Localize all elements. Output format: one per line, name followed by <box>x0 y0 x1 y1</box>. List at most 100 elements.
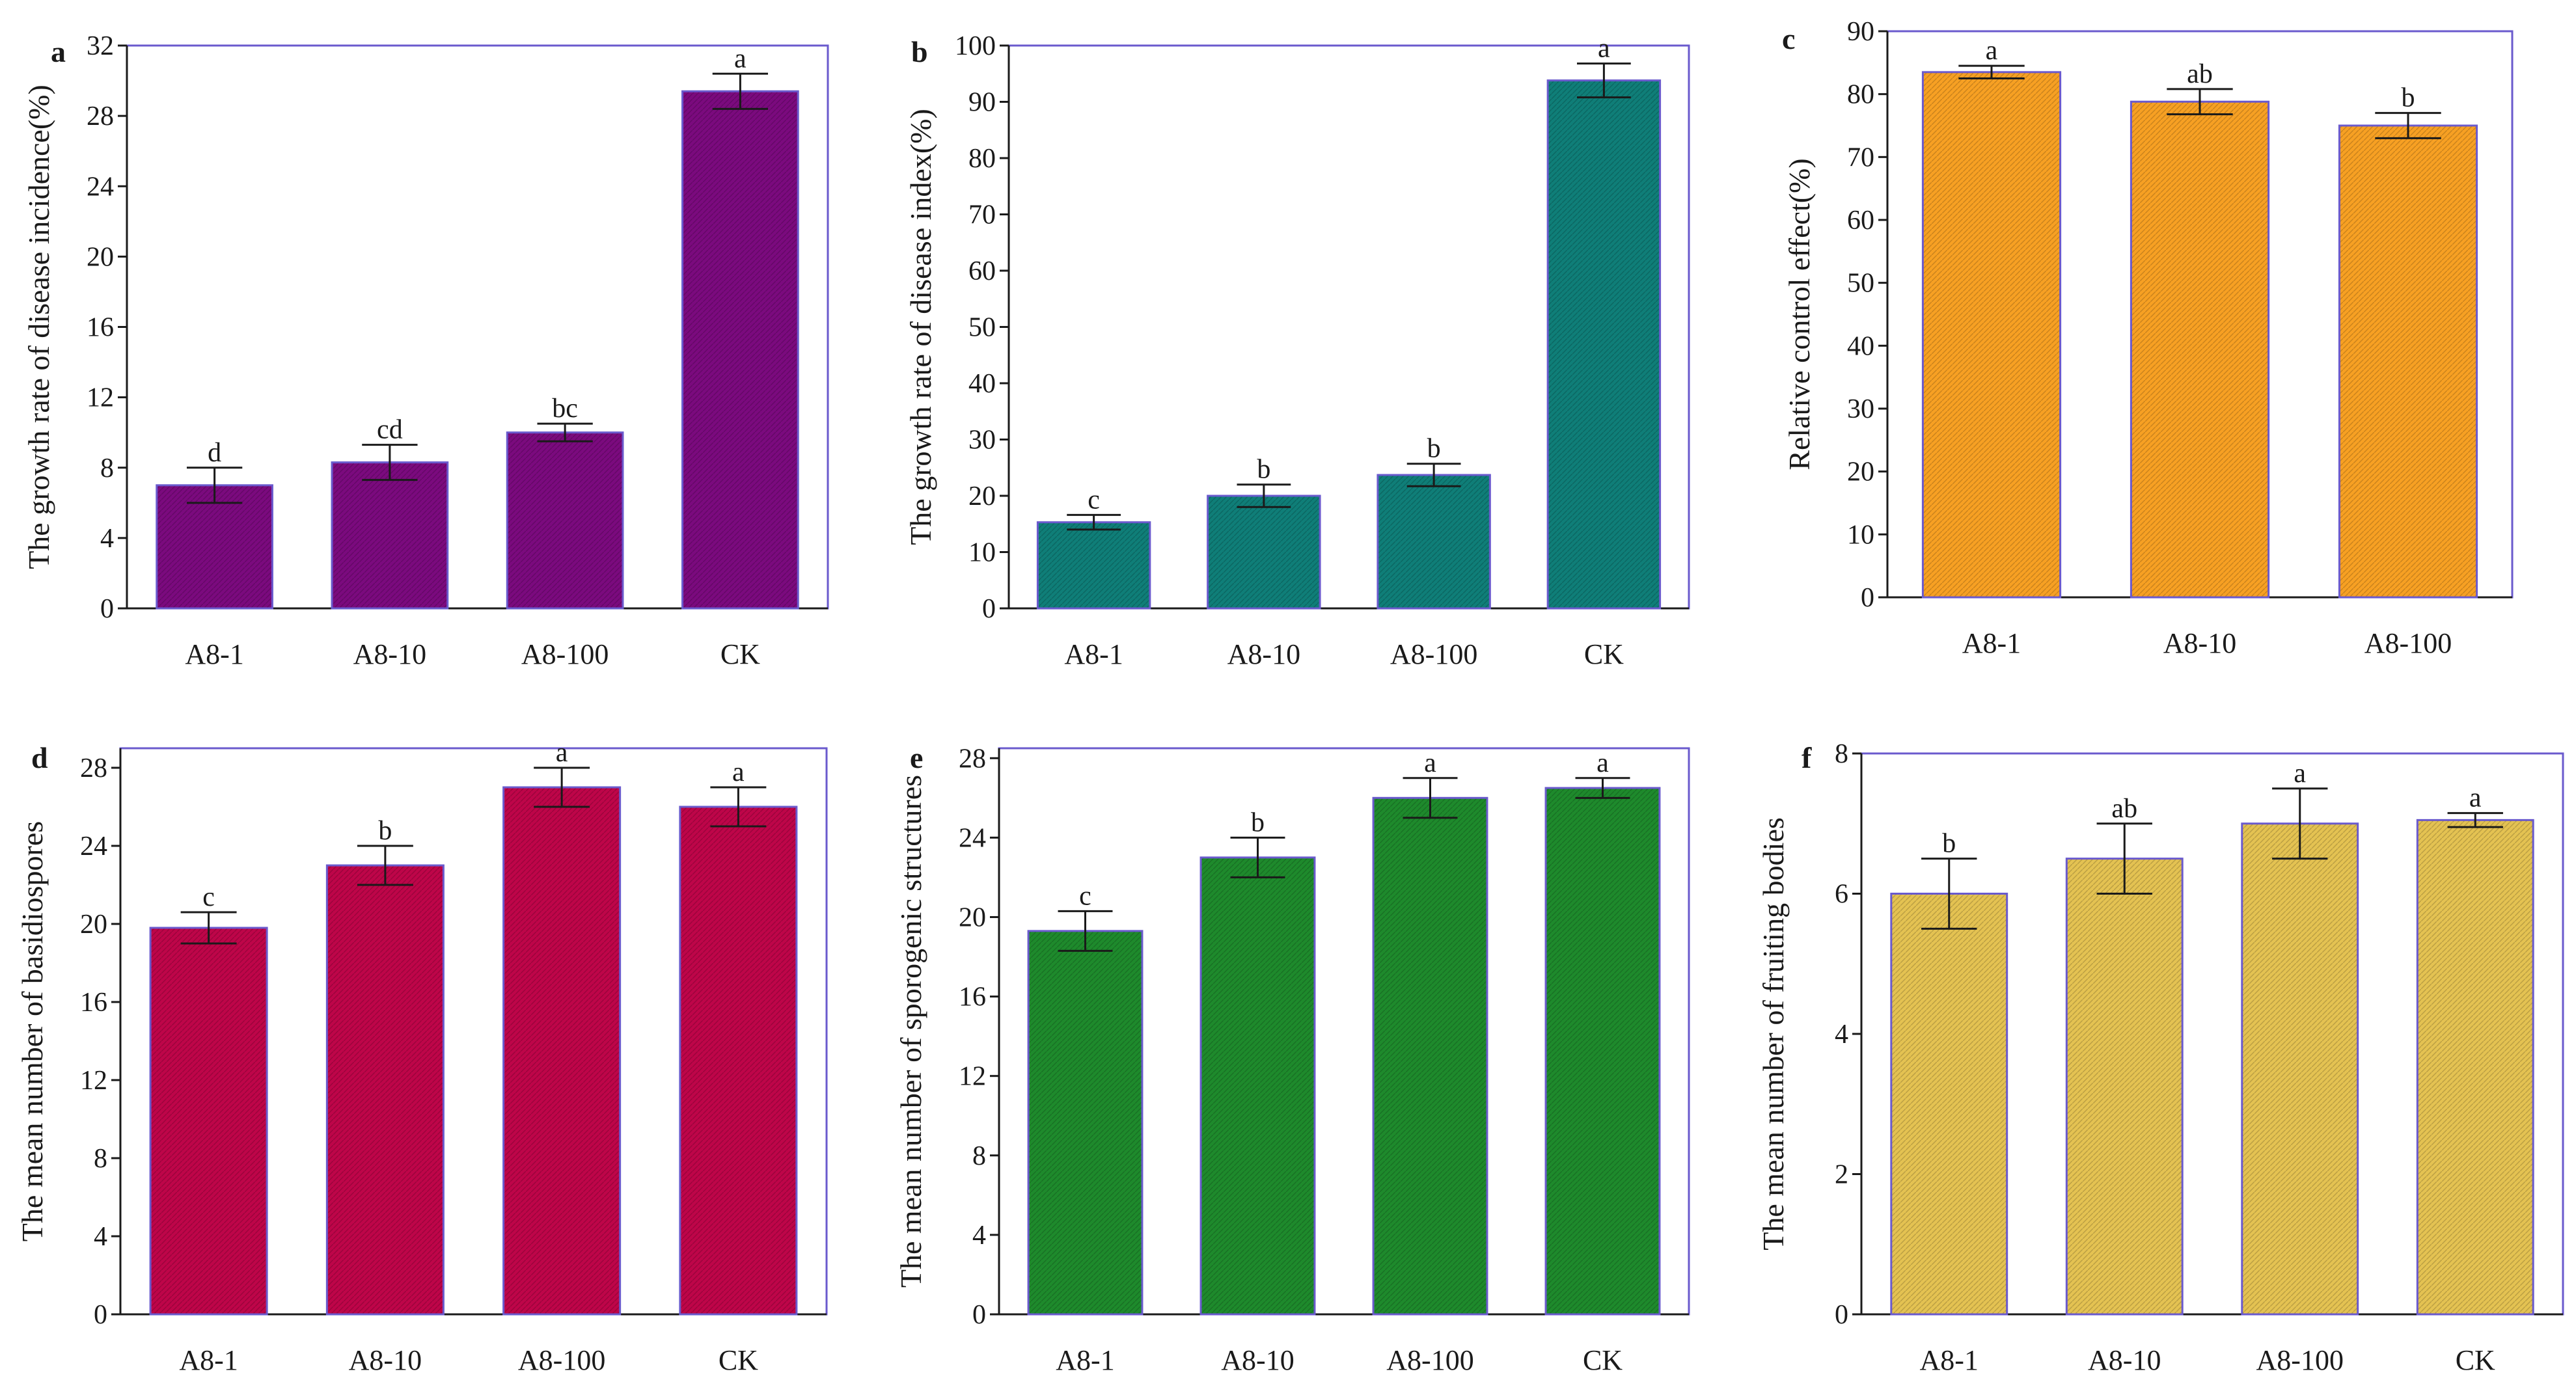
x-tick-label-f-A8-10: A8-10 <box>2088 1344 2161 1376</box>
bar-e-A8-100 <box>1372 796 1488 1316</box>
x-tick-label-a-A8-100: A8-100 <box>521 638 609 670</box>
y-tick-label-b: 20 <box>968 481 996 511</box>
y-tick-label-c: 30 <box>1847 394 1874 424</box>
y-tick-label-a: 24 <box>87 172 114 202</box>
y-tick-label-c: 40 <box>1847 331 1874 361</box>
x-tick-label-d-A8-1: A8-1 <box>179 1344 238 1376</box>
bar-f-A8-10 <box>2065 858 2184 1316</box>
y-tick-label-b: 60 <box>968 256 996 286</box>
significance-label-d-A8-100: a <box>556 738 568 768</box>
panel-letter-d: d <box>31 741 48 774</box>
y-tick-label-c: 10 <box>1847 520 1874 550</box>
y-tick-label-a: 4 <box>100 524 114 554</box>
x-tick-label-c-A8-10: A8-10 <box>2163 627 2236 659</box>
x-tick-label-b-A8-100: A8-100 <box>1390 638 1477 670</box>
y-tick-label-a: 32 <box>87 31 114 61</box>
bar-b-A8-1 <box>1036 521 1151 610</box>
y-tick-label-b: 30 <box>968 426 996 455</box>
y-tick-label-b: 90 <box>968 88 996 118</box>
x-tick-label-d-CK: CK <box>719 1344 758 1376</box>
x-tick-label-f-CK: CK <box>2456 1344 2495 1376</box>
significance-label-d-A8-10: b <box>378 816 392 846</box>
y-tick-label-d: 28 <box>80 753 107 783</box>
x-tick-label-b-CK: CK <box>1584 638 1624 670</box>
bar-d-A8-10 <box>325 864 445 1316</box>
bar-f-A8-100 <box>2241 822 2359 1316</box>
bar-e-A8-10 <box>1199 856 1316 1316</box>
significance-label-d-CK: a <box>732 757 745 787</box>
significance-label-e-CK: a <box>1596 748 1609 778</box>
significance-label-f-A8-1: b <box>1942 829 1956 859</box>
y-tick-label-b: 100 <box>955 31 996 61</box>
y-tick-label-b: 70 <box>968 200 996 230</box>
significance-label-f-CK: a <box>2469 783 2482 813</box>
y-tick-label-e: 20 <box>959 902 986 932</box>
panel-letter-e: e <box>910 741 923 774</box>
bar-d-CK <box>679 806 798 1316</box>
y-tick-label-e: 4 <box>972 1221 986 1251</box>
significance-label-c-A8-100: b <box>2402 83 2415 113</box>
chart-panel-a: 0 4 8 12 16 20 24 28 32 The growth rate of diseas… <box>22 31 829 670</box>
significance-label-b-A8-10: b <box>1257 455 1270 485</box>
y-tick-label-e: 28 <box>959 744 986 774</box>
y-tick-label-c: 0 <box>1861 583 1874 613</box>
y-axis-title-a: The growth rate of disease incidence(%) <box>22 85 55 569</box>
significance-label-b-CK: a <box>1598 34 1610 64</box>
panel-letter-c: c <box>1782 22 1795 55</box>
y-tick-label-c: 50 <box>1847 269 1874 299</box>
y-axis-title-d: The mean number of basidiospores <box>16 821 49 1241</box>
bar-a-A8-1 <box>156 484 273 610</box>
panel-letter-f: f <box>1802 741 1812 774</box>
y-tick-label-a: 0 <box>100 594 114 624</box>
bar-b-A8-10 <box>1207 494 1321 610</box>
x-tick-label-e-A8-1: A8-1 <box>1056 1344 1114 1376</box>
y-tick-label-f: 2 <box>1835 1160 1848 1190</box>
y-axis-title-f: The mean number of fruiting bodies <box>1757 817 1790 1251</box>
significance-label-a-A8-100: bc <box>552 394 578 424</box>
chart-panel-f: 0 2 4 6 8 The mean number of fruiting bodies f… <box>1757 739 2564 1376</box>
chart-panel-c: 0 10 20 30 40 50 60 70 80 90 Relative control effe… <box>1782 17 2514 659</box>
y-tick-label-e: 0 <box>972 1300 986 1330</box>
y-tick-label-d: 20 <box>80 910 107 940</box>
significance-label-a-A8-1: d <box>208 438 221 468</box>
y-tick-label-c: 60 <box>1847 206 1874 236</box>
bar-e-A8-1 <box>1027 930 1144 1316</box>
x-tick-label-d-A8-10: A8-10 <box>349 1344 422 1376</box>
y-tick-label-b: 0 <box>982 594 996 624</box>
y-tick-label-a: 8 <box>100 454 114 483</box>
x-tick-label-a-A8-1: A8-1 <box>185 638 243 670</box>
y-tick-label-f: 8 <box>1835 739 1848 769</box>
x-tick-label-a-CK: CK <box>720 638 760 670</box>
significance-label-e-A8-10: b <box>1251 807 1265 837</box>
y-tick-label-e: 24 <box>959 823 986 853</box>
bar-a-A8-100 <box>506 431 624 610</box>
y-tick-label-e: 12 <box>959 1062 986 1092</box>
bar-d-A8-1 <box>149 927 268 1316</box>
bar-e-CK <box>1544 787 1661 1316</box>
y-tick-label-e: 8 <box>972 1141 986 1171</box>
y-tick-label-d: 16 <box>80 988 107 1018</box>
y-tick-label-a: 28 <box>87 102 114 131</box>
y-axis-title-b: The growth rate of disease index(%) <box>904 109 937 545</box>
x-tick-label-e-A8-100: A8-100 <box>1386 1344 1473 1376</box>
y-tick-label-f: 6 <box>1835 880 1848 910</box>
x-tick-label-b-A8-10: A8-10 <box>1227 638 1300 670</box>
significance-label-c-A8-1: a <box>1986 36 1998 66</box>
y-tick-label-b: 40 <box>968 369 996 399</box>
bar-b-A8-100 <box>1377 474 1491 610</box>
y-tick-label-a: 12 <box>87 383 114 413</box>
bar-d-A8-100 <box>502 786 622 1316</box>
x-tick-label-c-A8-100: A8-100 <box>2364 627 2452 659</box>
x-tick-label-f-A8-100: A8-100 <box>2256 1344 2344 1376</box>
y-tick-label-a: 20 <box>87 242 114 272</box>
y-tick-label-c: 20 <box>1847 457 1874 487</box>
y-tick-label-b: 10 <box>968 538 996 568</box>
bar-a-CK <box>681 90 799 610</box>
x-tick-label-c-A8-1: A8-1 <box>1962 627 2021 659</box>
significance-label-f-A8-100: a <box>2294 759 2306 789</box>
chart-panel-d: 0 4 8 12 16 20 24 28 The mean number of basidios… <box>16 738 828 1376</box>
y-tick-label-d: 8 <box>94 1144 107 1174</box>
bar-a-A8-10 <box>331 461 449 610</box>
significance-label-b-A8-100: b <box>1427 434 1441 464</box>
